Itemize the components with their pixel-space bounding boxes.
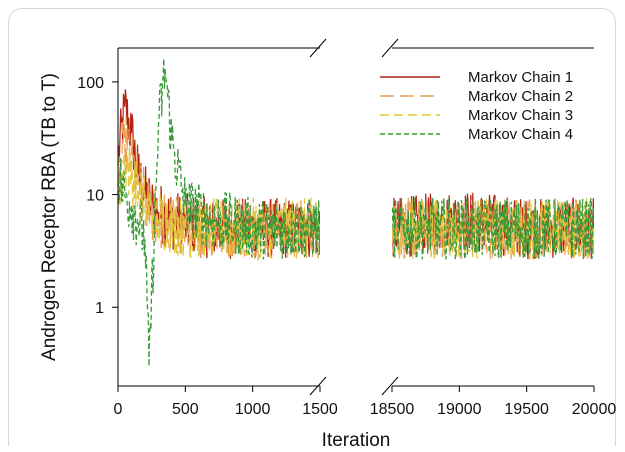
series-line-chain-4-segment-2	[392, 197, 594, 260]
legend-label-chain-2: Markov Chain 2	[468, 88, 573, 105]
x-tick-label: 1000	[235, 401, 271, 418]
y-tick-label: 1	[95, 300, 104, 317]
x-tick-label: 500	[172, 401, 199, 418]
x-tick-label: 1500	[302, 401, 338, 418]
legend-label-chain-4: Markov Chain 4	[468, 126, 573, 143]
x-axis-label: Iteration	[322, 430, 391, 451]
legend-label-chain-3: Markov Chain 3	[468, 107, 573, 124]
x-tick-label: 20000	[572, 401, 617, 418]
y-axis-label: Androgen Receptor RBA (TB to T)	[39, 73, 60, 361]
legend-box	[374, 62, 592, 146]
x-tick-label: 0	[114, 401, 123, 418]
axis-break-mark	[381, 376, 399, 396]
x-tick-label: 18500	[370, 401, 415, 418]
axis-break-mark	[381, 38, 399, 58]
y-tick-label: 10	[86, 188, 104, 205]
x-tick-label: 19000	[437, 401, 482, 418]
axis-break-mark	[309, 38, 327, 58]
y-tick-label: 100	[77, 75, 104, 92]
axis-break-mark	[309, 376, 327, 396]
x-tick-label: 19500	[504, 401, 549, 418]
legend-label-chain-1: Markov Chain 1	[468, 69, 573, 86]
series-line-chain-4-segment-1	[118, 58, 320, 367]
